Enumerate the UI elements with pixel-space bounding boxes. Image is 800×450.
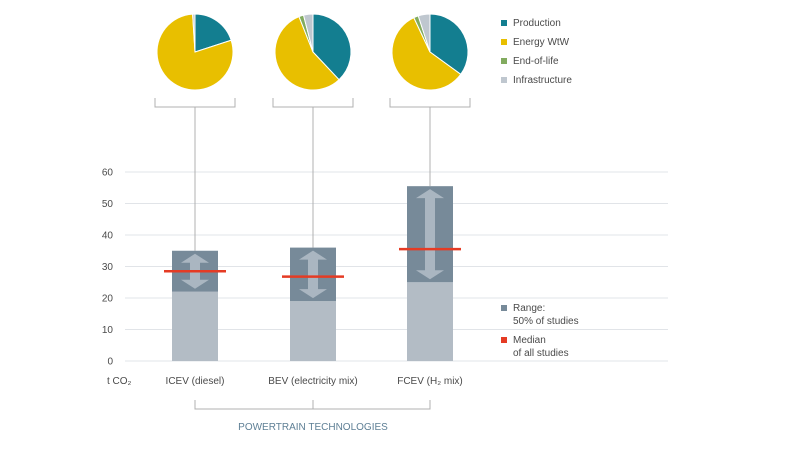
legend-swatch — [501, 20, 507, 26]
category-labels: ICEV (diesel) BEV (electricity mix) FCEV (… — [166, 376, 463, 387]
bars — [164, 186, 461, 361]
y-tick-label: 60 — [102, 168, 114, 179]
category-label: FCEV (H₂ mix) — [397, 376, 463, 387]
powertrain-bracket — [194, 400, 431, 410]
pie-slice — [312, 13, 352, 81]
legend-swatch — [501, 77, 507, 83]
base-bar — [172, 291, 218, 361]
y-tick-label: 10 — [102, 325, 114, 336]
pie-slice — [302, 13, 314, 53]
pie-connectors — [154, 98, 471, 251]
pie-slice — [429, 13, 469, 76]
pie-slice — [391, 16, 462, 91]
y-tick-label: 40 — [102, 231, 114, 242]
legend-item-range: Range: 50% of studies — [501, 302, 579, 328]
y-tick-label: 50 — [102, 199, 114, 210]
y-tick-label: 0 — [107, 357, 113, 368]
pie-bracket — [154, 98, 236, 108]
base-bar — [290, 301, 336, 361]
legend-item-end-of-life: End-of-life — [501, 55, 572, 68]
y-axis-ticks: 0 10 20 30 40 50 60 — [102, 168, 114, 368]
pie-bracket — [389, 98, 471, 108]
range-arrow — [416, 189, 444, 280]
y-tick-label: 30 — [102, 262, 114, 273]
legend-label: 50% of studies — [513, 316, 579, 327]
y-axis-unit-label: t CO₂ — [107, 376, 132, 387]
legend-label: Median — [513, 335, 546, 346]
legend-label: End-of-life — [513, 56, 559, 67]
x-axis-title: POWERTRAIN TECHNOLOGIES — [238, 422, 388, 433]
y-tick-label: 20 — [102, 294, 114, 305]
legend-swatch — [501, 39, 507, 45]
category-label: BEV (electricity mix) — [268, 376, 357, 387]
pies — [156, 13, 469, 91]
legend-item-energy-wtw: Energy WtW — [501, 36, 572, 49]
legend-label: of all studies — [513, 348, 569, 359]
legend-item-median: Median of all studies — [501, 334, 579, 360]
legend-item-infrastructure: Infrastructure — [501, 74, 572, 87]
range-arrow — [299, 250, 327, 299]
pie-slice — [417, 13, 431, 53]
legend-label: Production — [513, 18, 561, 29]
pie-slice — [194, 13, 232, 53]
base-bar — [407, 282, 453, 361]
legend-swatch — [501, 305, 507, 311]
legend-item-production: Production — [501, 17, 572, 30]
pie-legend: Production Energy WtW End-of-life Infras… — [501, 17, 572, 87]
legend-label: Energy WtW — [513, 37, 570, 48]
pie-slice — [192, 13, 196, 53]
category-label: ICEV (diesel) — [166, 376, 225, 387]
legend-swatch — [501, 337, 507, 343]
pie-slice — [156, 13, 234, 91]
range-median-legend: Range: 50% of studies Median of all stud… — [501, 302, 579, 360]
legend-label: Range: — [513, 303, 546, 314]
pie-bracket — [272, 98, 354, 108]
pie-slice — [274, 16, 340, 91]
legend-label: Infrastructure — [513, 75, 572, 86]
legend-swatch — [501, 58, 507, 64]
